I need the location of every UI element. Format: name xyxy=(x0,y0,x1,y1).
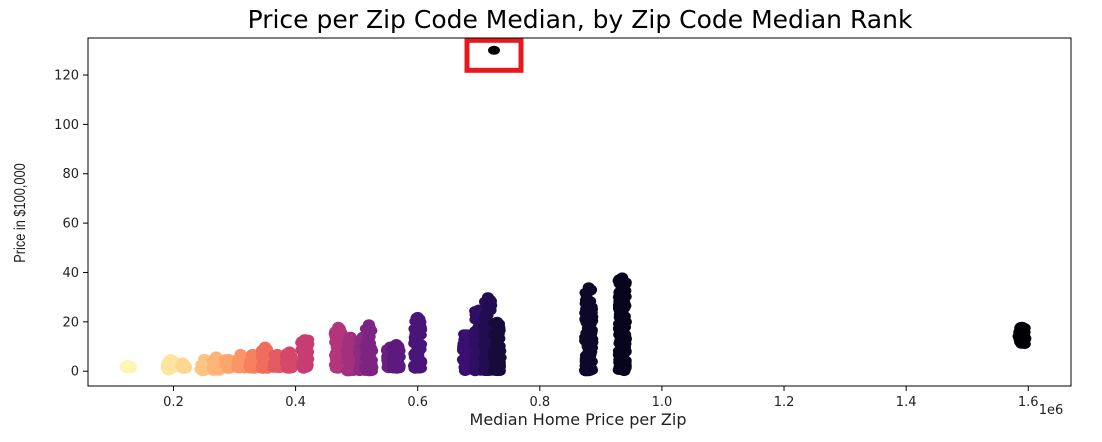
data-point xyxy=(484,302,497,313)
data-point xyxy=(618,355,631,366)
x-tick-label: 1.6 xyxy=(1018,395,1039,410)
data-point xyxy=(389,360,402,371)
highlight-layer xyxy=(464,37,524,73)
data-cluster xyxy=(359,319,379,377)
x-axis-label: Median Home Price per Zip xyxy=(470,410,687,429)
data-point xyxy=(617,321,630,332)
data-point xyxy=(411,325,424,335)
data-cluster xyxy=(255,341,275,374)
x-tick-label: 0.2 xyxy=(163,395,184,410)
data-point xyxy=(585,363,598,374)
data-point xyxy=(270,362,283,373)
data-point xyxy=(411,336,424,347)
x-tick-label: 1.4 xyxy=(896,395,917,410)
data-cluster xyxy=(612,272,632,377)
data-point xyxy=(332,321,345,332)
data-cluster xyxy=(579,282,599,377)
data-cluster xyxy=(295,334,315,374)
data-point xyxy=(222,353,235,364)
data-point xyxy=(585,301,598,312)
y-tick-label: 20 xyxy=(62,315,79,330)
chart-title: Price per Zip Code Median, by Zip Code M… xyxy=(248,5,913,34)
y-tick-label: 80 xyxy=(62,167,79,182)
data-point xyxy=(490,341,503,352)
data-point xyxy=(411,311,424,322)
data-point xyxy=(491,316,504,327)
data-point xyxy=(298,334,311,345)
data-point xyxy=(582,282,595,293)
data-point xyxy=(209,360,222,370)
data-point xyxy=(619,334,632,345)
plot-frame xyxy=(87,37,1072,387)
data-cluster xyxy=(386,339,406,374)
data-point xyxy=(616,272,629,283)
data-cluster xyxy=(119,360,138,374)
data-point xyxy=(1013,334,1026,345)
y-tick-label: 0 xyxy=(71,365,79,380)
data-point xyxy=(280,357,292,367)
y-tick-label: 100 xyxy=(54,118,79,133)
data-point xyxy=(359,341,372,352)
data-point xyxy=(481,310,494,320)
points-layer xyxy=(119,45,1032,377)
x-axis-offset-label: 1e6 xyxy=(1039,403,1064,418)
data-point xyxy=(259,341,272,352)
data-point xyxy=(492,328,505,339)
data-point xyxy=(615,285,627,296)
data-cluster xyxy=(175,357,192,374)
data-point xyxy=(360,365,373,376)
data-point xyxy=(460,351,473,362)
highlight-box xyxy=(464,37,524,73)
y-axis-ticks: 0 20 40 60 80 100 120 xyxy=(54,69,88,380)
data-point xyxy=(176,357,189,368)
data-point xyxy=(362,353,375,364)
data-point xyxy=(390,339,403,349)
x-tick-label: 1.0 xyxy=(652,395,673,410)
data-point xyxy=(1016,321,1029,332)
x-tick-label: 0.4 xyxy=(285,395,306,410)
data-cluster xyxy=(1012,321,1032,349)
y-axis-label: Price in $100,000 xyxy=(12,163,30,262)
data-cluster xyxy=(160,353,180,376)
data-cluster xyxy=(487,316,507,377)
y-tick-label: 60 xyxy=(62,217,79,232)
data-point xyxy=(121,360,134,370)
data-cluster xyxy=(408,311,428,374)
data-point xyxy=(615,306,628,317)
data-point xyxy=(586,315,599,326)
data-point xyxy=(581,341,594,352)
x-tick-label: 0.8 xyxy=(529,395,550,410)
data-point xyxy=(332,345,345,356)
x-tick-label: 0.6 xyxy=(407,395,428,410)
x-axis-ticks: 0.2 0.4 0.6 0.8 1.0 1.2 1.4 1.6 xyxy=(163,386,1039,410)
data-cluster xyxy=(279,346,299,374)
data-point xyxy=(615,297,628,308)
data-point xyxy=(298,349,310,360)
data-point xyxy=(410,351,423,361)
data-point xyxy=(234,348,247,359)
data-point xyxy=(344,331,357,342)
data-point xyxy=(362,319,375,330)
y-tick-label: 40 xyxy=(62,266,79,281)
data-point xyxy=(490,363,503,374)
x-tick-label: 1.2 xyxy=(774,395,795,410)
data-point xyxy=(409,362,422,373)
data-point xyxy=(283,346,296,357)
data-point xyxy=(585,329,598,339)
data-point xyxy=(164,353,177,364)
data-point xyxy=(481,292,494,303)
data-point-outlier xyxy=(488,45,500,55)
y-tick-label: 120 xyxy=(54,69,79,84)
data-point xyxy=(297,361,310,372)
data-point xyxy=(617,364,630,375)
